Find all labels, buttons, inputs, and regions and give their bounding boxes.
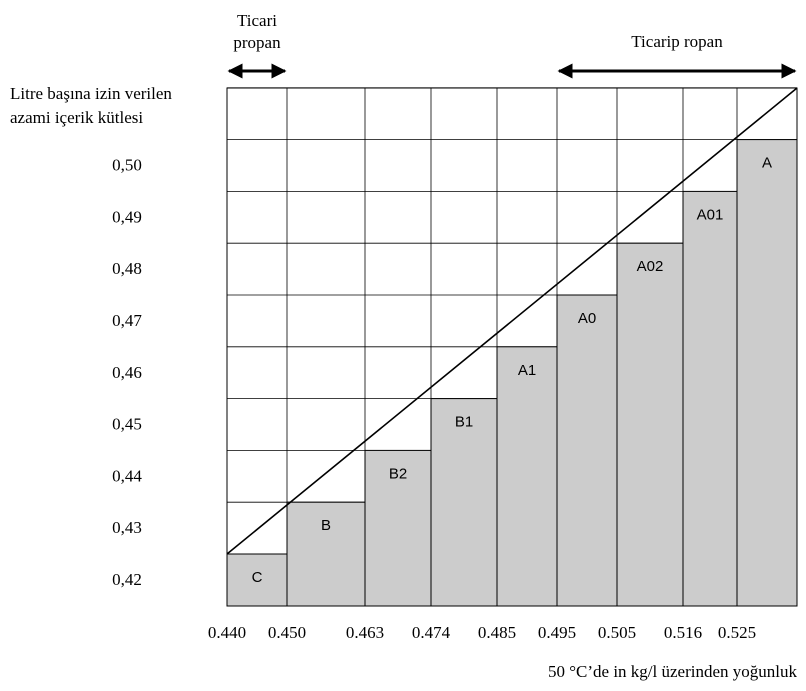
bar-A0 (556, 294, 618, 607)
bar-label-A1: A1 (518, 362, 536, 379)
bar-label-A01: A01 (697, 206, 724, 223)
range-arrow-label: Ticarip ropan (631, 32, 723, 51)
bar-A02 (616, 242, 684, 607)
x-tick-label: 0.485 (478, 623, 516, 642)
bar-label-A0: A0 (578, 310, 596, 327)
svg-text:50 °C’de in kg/l üzerinden yoğ: 50 °C’de in kg/l üzerinden yoğunluk (548, 662, 798, 681)
bar-A (736, 139, 798, 607)
x-tick-label: 0.463 (346, 623, 384, 642)
x-axis-title: 50 °C’de in kg/l üzerinden yoğunluk (548, 662, 798, 681)
y-tick-label: 0,44 (112, 466, 142, 485)
range-arrow-label: Ticari (237, 11, 277, 30)
bar-B1 (430, 398, 498, 607)
y-tick-label: 0,43 (112, 518, 142, 537)
y-tick-label: 0,45 (112, 415, 142, 434)
diagonal-line (226, 87, 798, 555)
bar-label-B2: B2 (389, 465, 407, 482)
x-tick-label: 0.450 (268, 623, 306, 642)
y-tick-label: 0,48 (112, 259, 142, 278)
plot-frame (226, 87, 798, 607)
svg-text:Litre başına izin verilen: Litre başına izin verilen (10, 84, 172, 103)
x-tick-label: 0.505 (598, 623, 636, 642)
bar-label-B1: B1 (455, 414, 473, 431)
svg-text:azami içerik kütlesi: azami içerik kütlesi (10, 108, 143, 127)
y-axis-title: Litre başına izin verilen azami içerik kü… (10, 84, 172, 127)
bar-A1 (496, 346, 558, 607)
bar-label-B: B (321, 517, 331, 534)
bar-B2 (364, 449, 432, 607)
x-tick-label: 0.516 (664, 623, 702, 642)
y-tick-label: 0,50 (112, 156, 142, 175)
bar-label-C: C (252, 569, 263, 586)
x-tick-label: 0.440 (208, 623, 246, 642)
bar-label-A: A (762, 155, 772, 172)
y-tick-label: 0,46 (112, 363, 142, 382)
x-tick-label: 0.474 (412, 623, 451, 642)
x-tick-label: 0.525 (718, 623, 756, 642)
x-tick-label: 0.495 (538, 623, 576, 642)
y-tick-label: 0,42 (112, 570, 142, 589)
y-tick-label: 0,47 (112, 311, 142, 330)
y-tick-label: 0,49 (112, 207, 142, 226)
bar-label-A02: A02 (637, 258, 664, 275)
range-arrow-label: propan (233, 33, 281, 52)
bar-A01 (682, 190, 738, 607)
